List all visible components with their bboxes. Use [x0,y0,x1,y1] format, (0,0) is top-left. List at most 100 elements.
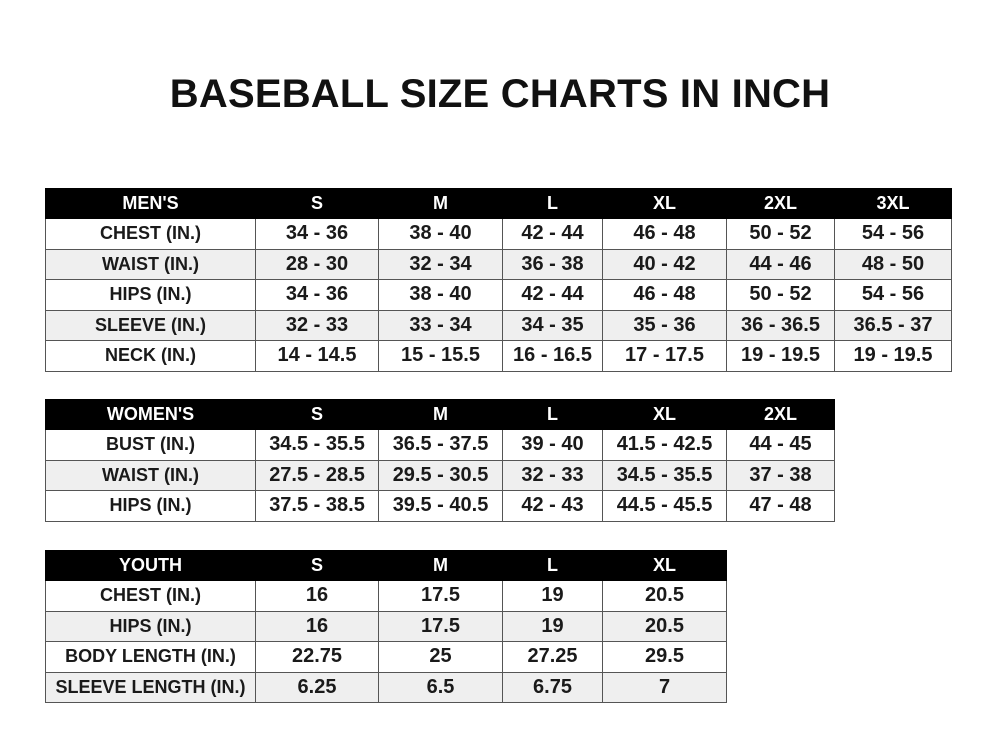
measurement-label: WAIST (IN.) [45,459,256,491]
size-value-cell: 19 [502,580,603,612]
table-row: HIPS (IN.) 16 17.5 19 20.5 [45,610,727,642]
header-row: WOMEN'S S M L XL 2XL [45,399,835,430]
table-row: HIPS (IN.) 37.5 - 38.5 39.5 - 40.5 42 - 43 4… [45,490,835,522]
size-column-header: M [378,399,503,430]
size-column-header: M [378,188,503,219]
measurement-label: HIPS (IN.) [45,610,256,642]
measurement-label: NECK (IN.) [45,340,256,372]
table-row: SLEEVE (IN.) 32 - 33 33 - 34 34 - 35 35 - 36… [45,309,952,341]
size-value-cell: 32 - 33 [502,459,603,491]
size-value-cell: 20.5 [602,610,727,642]
size-value-cell: 38 - 40 [378,218,503,250]
size-value-cell: 32 - 33 [255,309,379,341]
measurement-label: WAIST (IN.) [45,248,256,280]
size-value-cell: 28 - 30 [255,248,379,280]
size-value-cell: 16 [255,610,379,642]
size-value-cell: 44.5 - 45.5 [602,490,727,522]
size-value-cell: 27.5 - 28.5 [255,459,379,491]
size-value-cell: 39 - 40 [502,429,603,461]
size-value-cell: 22.75 [255,641,379,673]
size-value-cell: 34 - 36 [255,218,379,250]
size-value-cell: 16 [255,580,379,612]
size-column-header: 3XL [834,188,952,219]
size-value-cell: 46 - 48 [602,218,727,250]
size-column-header: L [502,399,603,430]
size-value-cell: 19 [502,610,603,642]
size-value-cell: 42 - 44 [502,279,603,311]
size-value-cell: 36.5 - 37.5 [378,429,503,461]
size-value-cell: 34.5 - 35.5 [602,459,727,491]
size-value-cell: 6.5 [378,671,503,703]
size-value-cell: 50 - 52 [726,218,835,250]
size-value-cell: 19 - 19.5 [834,340,952,372]
size-column-header: 2XL [726,188,835,219]
size-value-cell: 29.5 - 30.5 [378,459,503,491]
size-value-cell: 36.5 - 37 [834,309,952,341]
measurement-label: SLEEVE (IN.) [45,309,256,341]
table-category-header: WOMEN'S [45,399,256,430]
size-value-cell: 50 - 52 [726,279,835,311]
size-value-cell: 16 - 16.5 [502,340,603,372]
size-column-header: S [255,188,379,219]
size-value-cell: 6.25 [255,671,379,703]
size-column-header: XL [602,188,727,219]
size-value-cell: 54 - 56 [834,218,952,250]
size-value-cell: 36 - 36.5 [726,309,835,341]
size-value-cell: 46 - 48 [602,279,727,311]
page-title: BASEBALL SIZE CHARTS IN INCH [169,72,831,116]
size-column-header: 2XL [726,399,835,430]
size-value-cell: 36 - 38 [502,248,603,280]
size-value-cell: 17.5 [378,580,503,612]
measurement-label: HIPS (IN.) [45,279,256,311]
womens-size-table: WOMEN'S S M L XL 2XL BUST (IN.) 34.5 - 35.5 36.5… [45,399,835,522]
size-value-cell: 47 - 48 [726,490,835,522]
size-value-cell: 42 - 44 [502,218,603,250]
size-column-header: M [378,550,503,581]
measurement-label: BODY LENGTH (IN.) [45,641,256,673]
table-row: CHEST (IN.) 34 - 36 38 - 40 42 - 44 46 - 48 5… [45,218,952,250]
size-value-cell: 32 - 34 [378,248,503,280]
size-value-cell: 54 - 56 [834,279,952,311]
size-value-cell: 17 - 17.5 [602,340,727,372]
table-row: WAIST (IN.) 28 - 30 32 - 34 36 - 38 40 - 42 4… [45,248,952,280]
size-value-cell: 14 - 14.5 [255,340,379,372]
size-value-cell: 39.5 - 40.5 [378,490,503,522]
table-row: SLEEVE LENGTH (IN.) 6.25 6.5 6.75 7 [45,671,727,703]
mens-size-table: MEN'S S M L XL 2XL 3XL CHEST (IN.) 34 - 36 38 - 4… [45,188,952,372]
size-value-cell: 25 [378,641,503,673]
youth-size-table: YOUTH S M L XL CHEST (IN.) 16 17.5 19 20.5 HIPS (I… [45,550,727,703]
size-value-cell: 38 - 40 [378,279,503,311]
table-category-header: MEN'S [45,188,256,219]
size-value-cell: 29.5 [602,641,727,673]
size-column-header: S [255,550,379,581]
size-value-cell: 7 [602,671,727,703]
size-value-cell: 37 - 38 [726,459,835,491]
size-column-header: S [255,399,379,430]
size-column-header: XL [602,399,727,430]
size-column-header: XL [602,550,727,581]
size-value-cell: 33 - 34 [378,309,503,341]
table-row: WAIST (IN.) 27.5 - 28.5 29.5 - 30.5 32 - 33… [45,459,835,491]
table-category-header: YOUTH [45,550,256,581]
size-value-cell: 34.5 - 35.5 [255,429,379,461]
size-column-header: L [502,550,603,581]
size-value-cell: 20.5 [602,580,727,612]
size-value-cell: 27.25 [502,641,603,673]
table-row: CHEST (IN.) 16 17.5 19 20.5 [45,580,727,612]
header-row: MEN'S S M L XL 2XL 3XL [45,188,952,219]
size-value-cell: 35 - 36 [602,309,727,341]
table-row: HIPS (IN.) 34 - 36 38 - 40 42 - 44 46 - 48 50… [45,279,952,311]
size-value-cell: 34 - 36 [255,279,379,311]
size-value-cell: 34 - 35 [502,309,603,341]
size-value-cell: 19 - 19.5 [726,340,835,372]
measurement-label: CHEST (IN.) [45,218,256,250]
measurement-label: HIPS (IN.) [45,490,256,522]
table-row: NECK (IN.) 14 - 14.5 15 - 15.5 16 - 16.5 17 … [45,340,952,372]
size-value-cell: 44 - 46 [726,248,835,280]
size-value-cell: 48 - 50 [834,248,952,280]
measurement-label: SLEEVE LENGTH (IN.) [45,671,256,703]
size-value-cell: 37.5 - 38.5 [255,490,379,522]
size-value-cell: 40 - 42 [602,248,727,280]
size-value-cell: 42 - 43 [502,490,603,522]
size-value-cell: 6.75 [502,671,603,703]
